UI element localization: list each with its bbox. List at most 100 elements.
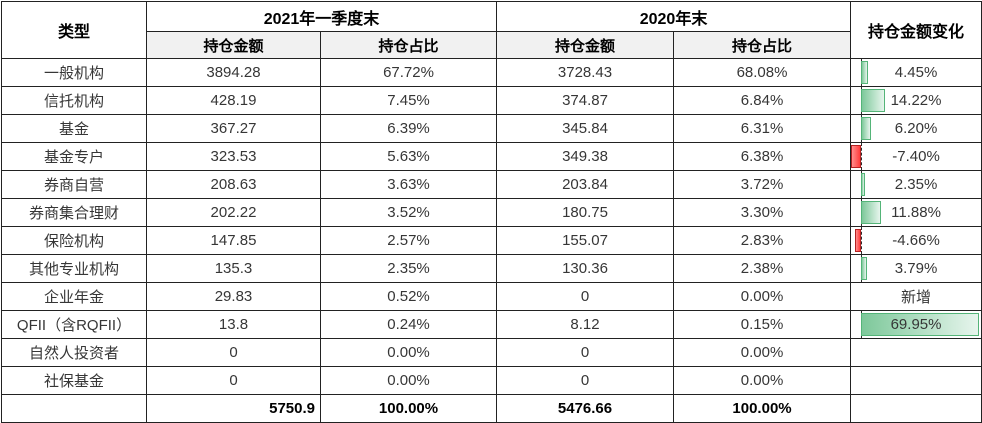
amount-2021-cell[interactable]: 202.22: [146, 198, 321, 227]
row-type-label[interactable]: QFII（含RQFII）: [1, 310, 147, 339]
change-cell[interactable]: 14.22%: [850, 86, 982, 115]
ratio-2020-cell[interactable]: 0.15%: [673, 310, 852, 339]
ratio-2020-cell[interactable]: 2.38%: [673, 254, 852, 283]
ratio-2021-cell[interactable]: 6.39%: [319, 114, 498, 143]
zero-axis-line: [860, 143, 862, 170]
ratio-2021-cell[interactable]: 0.00%: [319, 338, 498, 367]
total-change-cell[interactable]: [850, 394, 982, 423]
amount-2021-cell[interactable]: 135.3: [146, 254, 321, 283]
amount-2021-cell[interactable]: 0: [146, 338, 321, 367]
row-type-label[interactable]: 企业年金: [1, 282, 147, 311]
amount-2020-cell[interactable]: 0: [496, 366, 675, 395]
ratio-2020-cell[interactable]: 3.72%: [673, 170, 852, 199]
row-type-label[interactable]: 社保基金: [1, 366, 147, 395]
change-cell[interactable]: 11.88%: [850, 198, 982, 227]
amount-2020-cell[interactable]: 8.12: [496, 310, 675, 339]
row-type-label[interactable]: 基金: [1, 114, 147, 143]
col-header-ratio-2021[interactable]: 持仓占比: [319, 31, 498, 59]
ratio-2021-cell[interactable]: 0.24%: [319, 310, 498, 339]
change-cell[interactable]: 2.35%: [850, 170, 982, 199]
row-type-label[interactable]: 券商集合理财: [1, 198, 147, 227]
positive-data-bar: [860, 61, 869, 84]
change-cell[interactable]: 4.45%: [850, 58, 982, 87]
total-ratio-2020[interactable]: 100.00%: [673, 394, 852, 423]
amount-2021-cell[interactable]: 0: [146, 366, 321, 395]
total-amount-2021[interactable]: 5750.9: [146, 394, 321, 423]
ratio-2021-cell[interactable]: 5.63%: [319, 142, 498, 171]
ratio-2021-cell[interactable]: 2.35%: [319, 254, 498, 283]
amount-2020-cell[interactable]: 345.84: [496, 114, 675, 143]
ratio-2020-cell[interactable]: 6.31%: [673, 114, 852, 143]
col-header-amount-2020[interactable]: 持仓金额: [496, 31, 675, 59]
row-type-label[interactable]: 保险机构: [1, 226, 147, 255]
row-type-label[interactable]: 基金专户: [1, 142, 147, 171]
change-cell[interactable]: 新增: [850, 282, 982, 311]
ratio-2021-cell[interactable]: 2.57%: [319, 226, 498, 255]
total-amount-2020[interactable]: 5476.66: [496, 394, 675, 423]
ratio-2020-cell[interactable]: 6.84%: [673, 86, 852, 115]
amount-2021-cell[interactable]: 428.19: [146, 86, 321, 115]
table-row: 基金 367.27 6.39% 345.84 6.31% 6.20%: [1, 114, 982, 143]
row-type-label[interactable]: 一般机构: [1, 58, 147, 87]
ratio-2021-cell[interactable]: 67.72%: [319, 58, 498, 87]
total-ratio-2021[interactable]: 100.00%: [319, 394, 498, 423]
ratio-2020-cell[interactable]: 6.38%: [673, 142, 852, 171]
amount-2021-cell[interactable]: 367.27: [146, 114, 321, 143]
ratio-2021-cell[interactable]: 0.00%: [319, 366, 498, 395]
ratio-2020-cell[interactable]: 0.00%: [673, 338, 852, 367]
amount-2020-cell[interactable]: 155.07: [496, 226, 675, 255]
table-row: 企业年金 29.83 0.52% 0 0.00% 新增: [1, 282, 982, 311]
table-row: 基金专户 323.53 5.63% 349.38 6.38% -7.40%: [1, 142, 982, 171]
row-type-label[interactable]: 信托机构: [1, 86, 147, 115]
ratio-2021-cell[interactable]: 3.52%: [319, 198, 498, 227]
col-header-2020[interactable]: 2020年末: [496, 1, 852, 32]
change-cell[interactable]: 3.79%: [850, 254, 982, 283]
amount-2021-cell[interactable]: 208.63: [146, 170, 321, 199]
amount-2020-cell[interactable]: 349.38: [496, 142, 675, 171]
positive-data-bar: [860, 89, 885, 112]
ratio-2020-cell[interactable]: 2.83%: [673, 226, 852, 255]
change-cell[interactable]: 6.20%: [850, 114, 982, 143]
total-type-cell[interactable]: [1, 394, 147, 423]
positive-data-bar: [860, 201, 881, 224]
positive-data-bar: [860, 117, 872, 140]
change-value: -4.66%: [892, 232, 940, 249]
amount-2020-cell[interactable]: 130.36: [496, 254, 675, 283]
ratio-2020-cell[interactable]: 68.08%: [673, 58, 852, 87]
col-header-2021q1[interactable]: 2021年一季度末: [145, 1, 498, 32]
row-type-label[interactable]: 券商自营: [1, 170, 147, 199]
amount-2020-cell[interactable]: 374.87: [496, 86, 675, 115]
row-type-label[interactable]: 自然人投资者: [1, 338, 147, 367]
ratio-2020-cell[interactable]: 3.30%: [673, 198, 852, 227]
change-cell[interactable]: -4.66%: [850, 226, 982, 255]
change-cell[interactable]: [850, 338, 982, 367]
col-header-type[interactable]: 类型: [1, 1, 147, 59]
ratio-2021-cell[interactable]: 7.45%: [319, 86, 498, 115]
amount-2020-cell[interactable]: 203.84: [496, 170, 675, 199]
change-cell[interactable]: 69.95%: [850, 310, 982, 339]
amount-2020-cell[interactable]: 0: [496, 282, 675, 311]
amount-2021-cell[interactable]: 323.53: [146, 142, 321, 171]
amount-2021-cell[interactable]: 147.85: [146, 226, 321, 255]
amount-2020-cell[interactable]: 3728.43: [496, 58, 675, 87]
header-row-groups: 类型 2021年一季度末 2020年末 持仓金额变化: [1, 1, 982, 59]
change-cell[interactable]: [850, 366, 982, 395]
amount-2021-cell[interactable]: 29.83: [146, 282, 321, 311]
ratio-2020-cell[interactable]: 0.00%: [673, 282, 852, 311]
row-type-label[interactable]: 其他专业机构: [1, 254, 147, 283]
zero-axis-line: [860, 227, 862, 254]
col-header-ratio-2020[interactable]: 持仓占比: [673, 31, 852, 59]
ratio-2021-cell[interactable]: 3.63%: [319, 170, 498, 199]
ratio-2020-cell[interactable]: 0.00%: [673, 366, 852, 395]
col-header-amount-2021[interactable]: 持仓金额: [146, 31, 321, 59]
amount-2020-cell[interactable]: 0: [496, 338, 675, 367]
col-header-change[interactable]: 持仓金额变化: [850, 1, 982, 59]
ratio-2021-cell[interactable]: 0.52%: [319, 282, 498, 311]
change-cell[interactable]: -7.40%: [850, 142, 982, 171]
amount-2020-cell[interactable]: 180.75: [496, 198, 675, 227]
negative-data-bar: [854, 229, 861, 252]
amount-2021-cell[interactable]: 13.8: [146, 310, 321, 339]
amount-2021-cell[interactable]: 3894.28: [146, 58, 321, 87]
